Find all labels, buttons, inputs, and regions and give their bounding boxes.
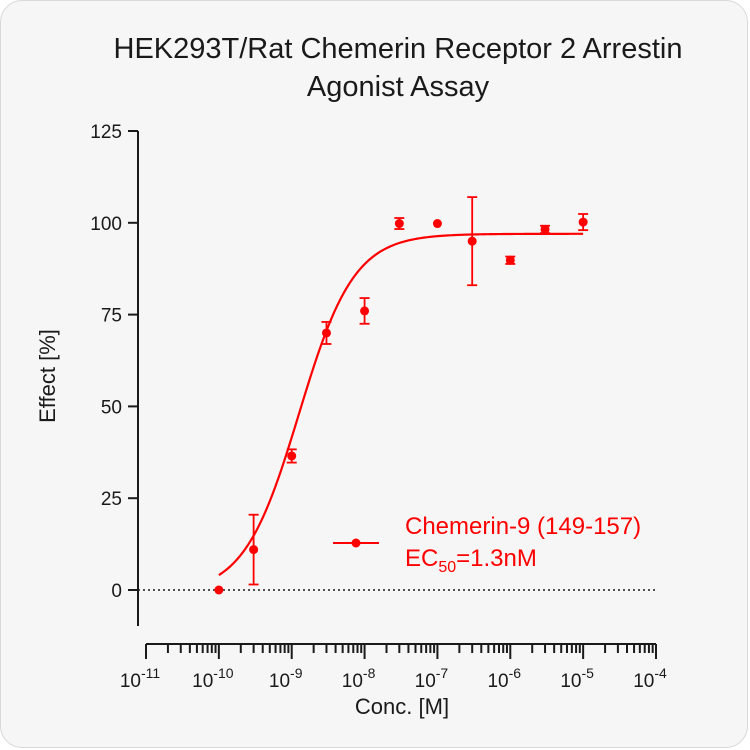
y-axis-label: Effect [%] (35, 329, 60, 423)
point-marker (540, 224, 550, 234)
point-marker (249, 545, 259, 555)
point-marker (505, 255, 515, 265)
data-point (578, 213, 589, 232)
x-tick-label: 10-7 (415, 665, 449, 692)
point-marker (394, 219, 404, 229)
data-point (321, 321, 332, 345)
point-marker (578, 217, 588, 227)
x-tick-label: 10-5 (560, 665, 594, 692)
data-point (540, 224, 551, 234)
x-tick-label: 10-8 (342, 665, 376, 692)
legend-marker (351, 538, 361, 548)
legend: Chemerin-9 (149-157) EC50=1.3nM (333, 513, 641, 576)
data-point (394, 217, 405, 230)
data-point (432, 219, 442, 229)
point-marker (214, 585, 224, 595)
ec50-value: =1.3nM (456, 545, 537, 572)
point-marker (360, 306, 370, 316)
y-tick-label: 25 (101, 489, 122, 510)
data-point (359, 297, 370, 325)
x-tick-label: 10-11 (120, 665, 161, 692)
point-marker (432, 219, 442, 229)
y-tick-label: 100 (90, 214, 122, 235)
y-axis: 0 25 50 75 100 125 (90, 122, 139, 626)
chart-title-line-1: HEK293T/Rat Chemerin Receptor 2 Arrestin (114, 33, 683, 65)
x-tick-label: 10-4 (633, 665, 667, 692)
ec50-prefix: EC (405, 545, 438, 572)
ec50-subscript: 50 (438, 559, 456, 576)
data-point (286, 448, 297, 464)
x-axis-label: Conc. [M] (355, 694, 449, 719)
fit-curve (218, 232, 584, 577)
x-tick-label: 10-10 (192, 665, 234, 692)
data-point (505, 255, 516, 265)
x-axis: 10-11 10-10 10-9 10-8 10-7 10-6 10-5 10-4 (120, 643, 667, 692)
x-tick-label: 10-9 (269, 665, 303, 692)
y-tick-label: 125 (90, 122, 122, 143)
point-marker (287, 451, 297, 461)
point-marker (467, 236, 477, 246)
y-tick-label: 0 (111, 581, 122, 602)
point-marker (321, 328, 331, 338)
legend-series-name: Chemerin-9 (149-157) (405, 513, 641, 540)
data-point (467, 196, 478, 287)
data-points (214, 196, 589, 595)
x-tick-label: 10-6 (487, 665, 521, 692)
legend-ec50: EC50=1.3nM (405, 545, 537, 576)
y-tick-label: 50 (101, 397, 122, 418)
data-point (248, 513, 259, 586)
data-point (214, 585, 224, 595)
y-tick-label: 75 (101, 306, 122, 327)
chart-title-line-2: Agonist Assay (307, 71, 490, 103)
